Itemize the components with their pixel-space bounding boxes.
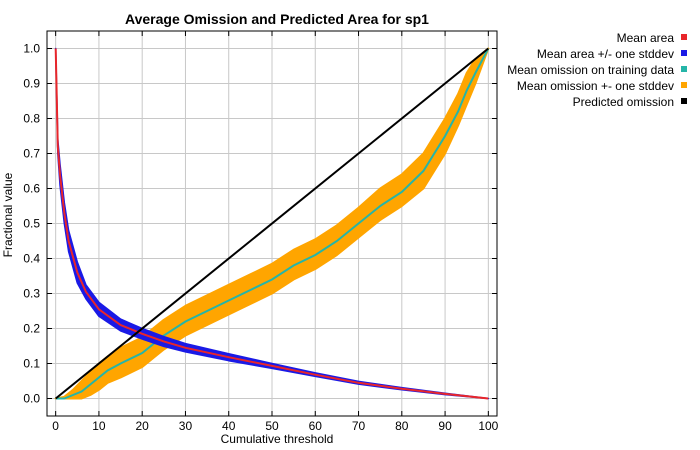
x-ticks: 0 10 20 30 40 50 60 70 80 90 100 <box>52 31 499 433</box>
legend: Mean area Mean area +/- one stddev Mean om… <box>507 31 687 109</box>
legend-label: Mean omission +- one stddev <box>517 79 674 93</box>
y-tick-label: 0.2 <box>23 322 40 336</box>
x-axis-title: Cumulative threshold <box>221 432 334 446</box>
y-ticks: 0.0 0.1 0.2 0.3 0.4 0.5 0.6 0.7 0.8 0.9 1.0 <box>23 42 497 406</box>
legend-label: Mean area +/- one stddev <box>537 47 674 61</box>
x-tick-label: 40 <box>222 419 236 433</box>
x-tick-label: 20 <box>136 419 150 433</box>
y-tick-label: 0.4 <box>23 252 40 266</box>
legend-swatch <box>681 66 687 72</box>
x-tick-label: 70 <box>352 419 366 433</box>
y-tick-label: 0.0 <box>23 392 40 406</box>
x-tick-label: 100 <box>478 419 498 433</box>
y-axis-title: Fractional value <box>1 172 15 257</box>
y-tick-label: 1.0 <box>23 42 40 56</box>
y-tick-label: 0.9 <box>23 77 40 91</box>
x-tick-label: 80 <box>395 419 409 433</box>
x-tick-label: 90 <box>438 419 452 433</box>
y-tick-label: 0.7 <box>23 147 40 161</box>
legend-swatch <box>681 34 687 40</box>
x-tick-label: 10 <box>92 419 106 433</box>
y-tick-label: 0.1 <box>23 357 40 371</box>
x-tick-label: 60 <box>309 419 323 433</box>
x-tick-label: 0 <box>52 419 59 433</box>
chart-title: Average Omission and Predicted Area for … <box>125 11 429 27</box>
series-mean-area-line <box>54 48 489 400</box>
y-tick-label: 0.3 <box>23 287 40 301</box>
x-tick-label: 50 <box>265 419 279 433</box>
y-tick-label: 0.5 <box>23 217 40 231</box>
y-tick-label: 0.8 <box>23 112 40 126</box>
legend-label: Predicted omission <box>573 95 674 109</box>
legend-swatch <box>681 50 687 56</box>
series-predicted-omission-line <box>55 47 489 400</box>
legend-swatch <box>681 82 687 88</box>
legend-label: Mean area <box>617 31 675 45</box>
series-mean-omission-line <box>55 48 490 400</box>
legend-label: Mean omission on training data <box>507 63 674 77</box>
lines <box>54 47 490 400</box>
legend-swatch <box>681 98 687 104</box>
y-tick-label: 0.6 <box>23 182 40 196</box>
x-tick-label: 30 <box>179 419 193 433</box>
